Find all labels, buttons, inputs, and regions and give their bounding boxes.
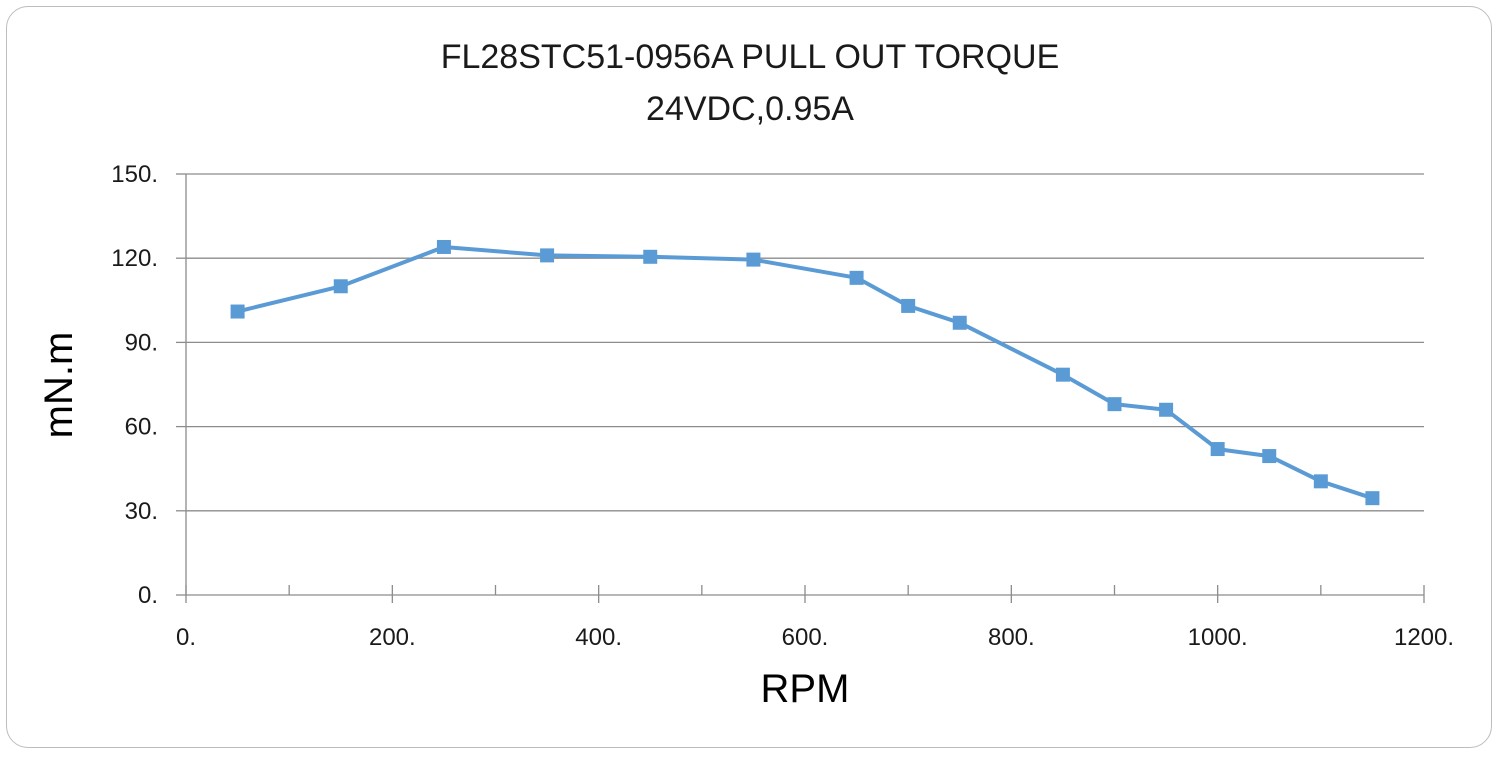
data-point-marker xyxy=(436,239,451,254)
x-tick-label: 1000. xyxy=(1188,624,1248,651)
y-tick-label: 60. xyxy=(125,414,158,441)
y-tick-label: 150. xyxy=(111,161,158,188)
x-tick-label: 800. xyxy=(988,624,1035,651)
series-line xyxy=(237,245,1374,501)
data-point-marker xyxy=(901,298,916,313)
y-tick-label: 90. xyxy=(125,329,158,356)
y-tick-label: 0. xyxy=(138,582,158,609)
y-axis-label: mN.m xyxy=(37,332,81,439)
x-tick-label: 0. xyxy=(176,624,196,651)
data-point-marker xyxy=(333,279,348,294)
data-point-marker xyxy=(1055,367,1070,382)
tick-labels: 0. 30. 60. 90. 120. 150. 0. 200. 400. 600. 800. 100… xyxy=(111,161,1454,651)
x-axis-label: RPM xyxy=(761,667,850,711)
x-tick-label: 600. xyxy=(782,624,829,651)
data-point-marker xyxy=(1210,442,1225,457)
data-point-marker xyxy=(746,252,761,267)
data-point-marker xyxy=(1107,397,1122,412)
series-layer xyxy=(230,239,1380,506)
data-point-marker xyxy=(952,315,967,330)
data-point-marker xyxy=(1159,402,1174,417)
data-point-marker xyxy=(1365,491,1380,506)
chart-frame xyxy=(6,6,1492,748)
x-tick-label: 400. xyxy=(575,624,622,651)
axes xyxy=(176,173,1425,603)
chart-title: FL28STC51-0956A PULL OUT TORQUE xyxy=(440,38,1060,76)
data-point-marker xyxy=(1313,474,1328,489)
y-tick-label: 120. xyxy=(111,245,158,272)
data-point-marker xyxy=(849,270,864,285)
data-point-marker xyxy=(643,249,658,264)
x-tick-label: 1200. xyxy=(1394,624,1454,651)
data-point-marker xyxy=(540,248,555,263)
gridlines xyxy=(186,173,1424,512)
data-point-marker xyxy=(230,304,245,319)
y-tick-label: 30. xyxy=(125,498,158,525)
x-tick-label: 200. xyxy=(369,624,416,651)
data-point-marker xyxy=(1262,449,1277,464)
chart-subtitle: 24VDC,0.95A xyxy=(646,90,854,128)
